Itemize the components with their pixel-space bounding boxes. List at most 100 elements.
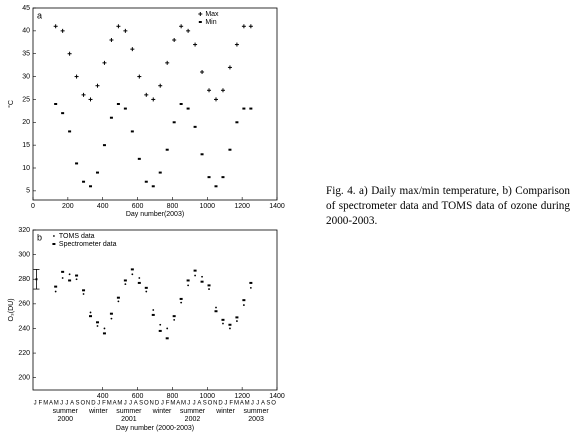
- month-label: A: [197, 401, 201, 407]
- marker-square: [214, 310, 218, 313]
- error-center: [35, 278, 38, 281]
- marker-dot: [187, 284, 190, 287]
- month-label: J: [60, 401, 63, 407]
- y-tick-label: 15: [22, 142, 30, 149]
- marker-square: [61, 112, 65, 115]
- y-tick-label: 25: [22, 96, 30, 103]
- marker-square: [95, 321, 99, 324]
- x-tick-label: 400: [97, 203, 109, 210]
- marker-plus: [241, 24, 246, 29]
- marker-square: [172, 121, 176, 124]
- marker-square: [221, 318, 225, 321]
- month-label: J: [34, 401, 37, 407]
- season-label: summer: [116, 408, 142, 415]
- month-label: N: [86, 401, 90, 407]
- marker-dot: [229, 327, 231, 330]
- month-label: O: [271, 401, 276, 407]
- month-label: M: [181, 401, 186, 407]
- marker-square: [116, 296, 120, 299]
- y-tick-label: 5: [26, 188, 30, 195]
- marker-plus: [151, 97, 156, 102]
- marker-plus: [200, 70, 205, 74]
- marker-plus: [214, 97, 218, 102]
- marker-plus: [130, 47, 135, 52]
- marker-dot: [145, 290, 148, 293]
- marker-plus: [193, 42, 198, 47]
- month-label: N: [213, 401, 217, 407]
- marker-square: [102, 144, 106, 147]
- marker-square: [75, 274, 79, 277]
- month-label: A: [240, 401, 244, 407]
- marker-plus: [207, 88, 212, 93]
- marker-plus: [123, 28, 128, 33]
- y-tick-label: 300: [18, 251, 30, 258]
- month-label: M: [245, 401, 250, 407]
- month-label: M: [54, 401, 59, 407]
- month-label: A: [134, 401, 138, 407]
- legend-label: Min: [205, 19, 216, 26]
- month-label: F: [229, 401, 233, 407]
- y-axis-label: O₃(DU): [8, 298, 15, 321]
- marker-square: [52, 243, 56, 245]
- marker-plus: [186, 28, 191, 33]
- marker-dot: [242, 304, 245, 306]
- month-label: J: [187, 401, 190, 407]
- month-label: N: [150, 401, 154, 407]
- x-tick-label: 800: [167, 393, 179, 400]
- y-tick-label: 45: [22, 5, 30, 12]
- marker-dot: [138, 277, 141, 279]
- season-label: summer: [180, 408, 206, 415]
- marker-plus: [248, 24, 253, 29]
- marker-plus: [116, 24, 121, 29]
- marker-square: [179, 297, 183, 300]
- marker-square: [130, 130, 134, 133]
- plot-frame: [32, 7, 278, 201]
- marker-dot: [131, 273, 134, 276]
- y-tick-label: 200: [18, 375, 30, 382]
- marker-dot: [173, 318, 176, 321]
- marker-square: [89, 315, 93, 318]
- marker-square: [242, 107, 246, 110]
- month-label: A: [113, 401, 117, 407]
- season-year: 2001: [121, 416, 137, 423]
- marker-square: [179, 103, 183, 105]
- marker-square: [200, 153, 204, 156]
- marker-square: [109, 116, 113, 119]
- marker-square: [198, 21, 202, 23]
- marker-plus: [102, 60, 107, 65]
- marker-square: [158, 329, 162, 332]
- season-label: summer: [243, 408, 269, 415]
- marker-square: [151, 313, 155, 316]
- month-label: J: [256, 401, 259, 407]
- marker-dot: [124, 283, 127, 286]
- y-tick-label: 30: [22, 73, 30, 80]
- y-tick-label: 260: [18, 301, 30, 308]
- month-label: O: [80, 401, 85, 407]
- marker-dot: [222, 322, 224, 325]
- marker-plus: [137, 74, 142, 79]
- marker-square: [89, 185, 93, 188]
- month-label: J: [129, 401, 132, 407]
- month-label: F: [166, 401, 170, 407]
- marker-plus: [109, 38, 114, 42]
- month-label: M: [43, 401, 48, 407]
- x-tick-label: 1400: [269, 203, 285, 210]
- marker-dot: [236, 320, 238, 322]
- marker-square: [137, 281, 141, 284]
- x-tick-label: 400: [97, 393, 109, 400]
- marker-square: [172, 315, 176, 318]
- caption: Fig. 4. a) Daily max/min temperature, b)…: [326, 185, 570, 227]
- marker-square: [54, 285, 58, 288]
- y-axis-label: °C: [7, 100, 15, 108]
- month-label: D: [91, 401, 96, 407]
- x-tick-label: 1200: [234, 203, 250, 210]
- marker-dot: [117, 300, 120, 303]
- month-label: J: [193, 401, 196, 407]
- marker-square: [207, 284, 211, 287]
- season-year: 2000: [57, 416, 73, 423]
- marker-dot: [75, 278, 78, 281]
- x-axis-label: Day number(2003): [126, 211, 184, 218]
- marker-dot: [159, 323, 162, 326]
